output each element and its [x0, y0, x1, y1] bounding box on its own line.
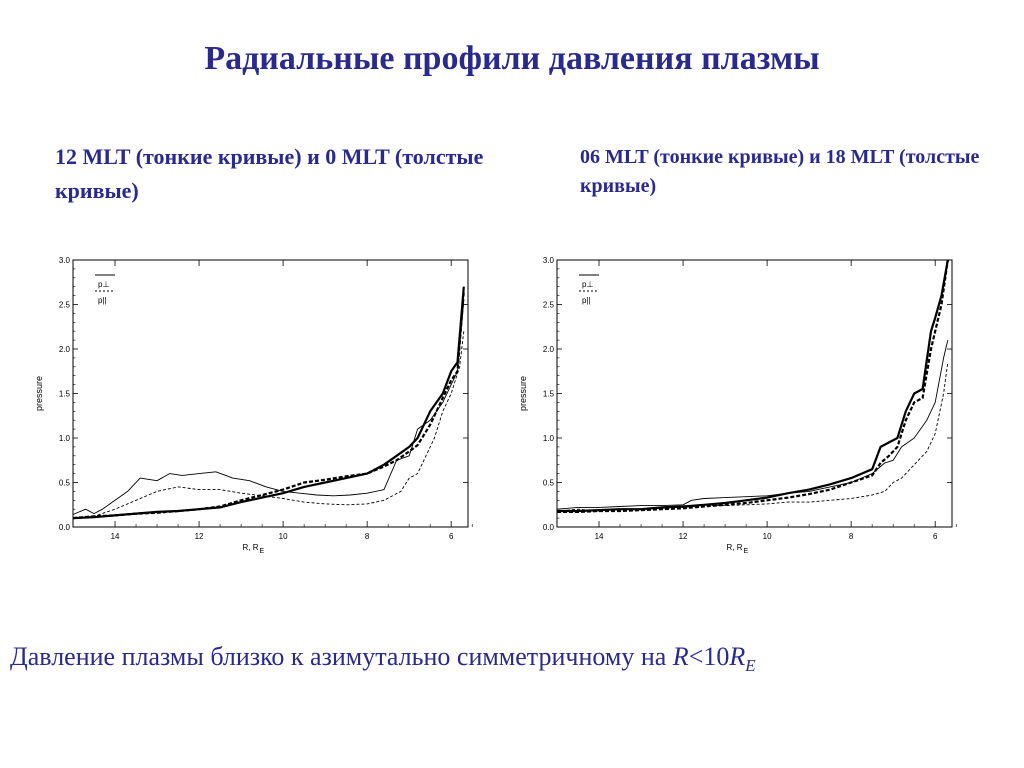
- series-line-thick-dashed: [72, 291, 465, 520]
- footer-lt-value: <10: [688, 642, 730, 671]
- footer-re-sub: E: [745, 656, 756, 676]
- series-line-thick-dashed: [557, 259, 949, 513]
- x-tick-label: 14: [595, 532, 604, 541]
- y-tick-label: 2.5: [59, 301, 71, 310]
- y-tick-label: 1.0: [543, 434, 555, 443]
- slide-title: Радиальные профили давления плазмы: [204, 40, 820, 77]
- x-axis-label-sub: E: [260, 548, 265, 555]
- series-line-thin-solid: [556, 339, 949, 510]
- x-axis-label: R, R: [727, 543, 743, 552]
- plot-frame: [556, 259, 953, 528]
- chart-right-svg: 0.0 0.5 1.0 1.5 2.0 2.5 3.0 14 12 10 8 6 pressure R, …: [518, 256, 957, 555]
- x-tick-label: 10: [279, 532, 288, 541]
- y-axis-label: pressure: [34, 376, 44, 411]
- y-tick-label: 1.0: [59, 434, 71, 443]
- chart-left: 0.0 0.5 1.0 1.5 2.0 2.5 3.0 14 12 10 8 6 pressure R, …: [28, 248, 473, 563]
- footer-r-symbol: R: [672, 642, 689, 671]
- legend-label-perp: p⊥: [582, 280, 593, 289]
- y-tick-label: 2.5: [543, 301, 555, 310]
- x-tick-label: 8: [849, 532, 854, 541]
- y-tick-label: 3.0: [543, 256, 555, 265]
- x-tick-label: 8: [365, 532, 370, 541]
- y-tick-label: 3.0: [59, 256, 71, 265]
- y-axis-label: pressure: [518, 376, 528, 411]
- y-tick-label: 0.0: [59, 523, 71, 532]
- series-line-thick-solid: [72, 286, 465, 520]
- y-tick-label: 2.0: [543, 345, 555, 354]
- x-tick-label: 10: [763, 532, 772, 541]
- x-axis-label: R, R: [243, 543, 259, 552]
- series-line-thin-solid: [72, 300, 465, 515]
- x-tick-label: 14: [111, 532, 120, 541]
- y-tick-label: 0.0: [543, 523, 555, 532]
- x-axis-label-sub: E: [744, 548, 749, 555]
- y-tick-label: 2.0: [59, 345, 71, 354]
- footer-statement: Давление плазмы близко к азимутально сим…: [10, 642, 1010, 676]
- y-tick-label: 0.5: [543, 479, 555, 488]
- x-tick-label: 12: [195, 532, 204, 541]
- x-tick-label: 6: [449, 532, 454, 541]
- caption-left: 12 MLT (тонкие кривые) и 0 MLT (толстые …: [55, 144, 484, 203]
- series-line-thin-dashed: [72, 331, 465, 519]
- footer-text: Давление плазмы близко к азимутально сим…: [10, 642, 673, 671]
- legend-label-par: p||: [98, 296, 107, 305]
- chart-right: 0.0 0.5 1.0 1.5 2.0 2.5 3.0 14 12 10 8 6 pressure R, …: [512, 248, 957, 563]
- y-tick-label: 1.5: [543, 390, 555, 399]
- y-tick-label: 0.5: [59, 479, 71, 488]
- y-tick-label: 1.5: [59, 390, 71, 399]
- x-tick-label: 6: [933, 532, 938, 541]
- caption-right: 06 MLT (тонкие кривые) и 18 MLT (толстые…: [580, 146, 980, 197]
- legend-label-par: p||: [582, 296, 591, 305]
- series-line-thin-dashed: [556, 362, 949, 512]
- series-line-thick-solid: [557, 259, 949, 513]
- x-tick-label: 12: [679, 532, 688, 541]
- footer-re-symbol: R: [729, 642, 746, 671]
- legend-label-perp: p⊥: [98, 280, 109, 289]
- chart-left-svg: 0.0 0.5 1.0 1.5 2.0 2.5 3.0 14 12 10 8 6 pressure R, …: [34, 256, 473, 555]
